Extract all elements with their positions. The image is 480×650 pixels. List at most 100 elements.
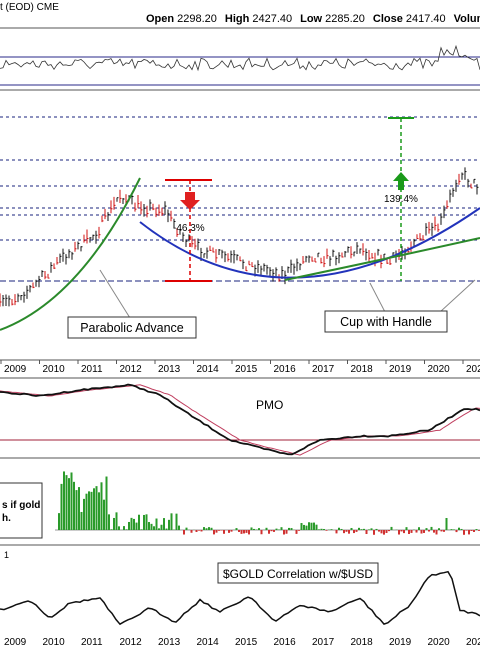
- hist-bar: [228, 530, 230, 533]
- hist-bar: [348, 530, 350, 534]
- hist-bar: [178, 525, 180, 530]
- price-bars: [0, 167, 479, 307]
- hist-bar: [68, 478, 70, 530]
- hist-bar: [355, 530, 358, 532]
- hist-bar: [403, 530, 405, 534]
- hist-bar: [450, 529, 453, 530]
- hist-bar: [135, 522, 138, 530]
- decline-label: -46.3%: [173, 223, 205, 234]
- hist-bar: [470, 530, 473, 531]
- pmo-label: PMO: [256, 398, 283, 412]
- hist-bar: [285, 530, 288, 534]
- hist-bar: [310, 522, 313, 530]
- hist-bar: [198, 530, 200, 531]
- hist-bar: [260, 530, 263, 535]
- hist-bar: [240, 530, 243, 534]
- quote-label: Volume: [454, 13, 480, 25]
- down-arrow: [180, 192, 200, 210]
- hist-bar: [475, 529, 478, 530]
- hist-bar: [390, 526, 393, 530]
- hist-bar: [208, 527, 210, 530]
- hist-bar: [130, 517, 133, 530]
- year-axis: 2009 2010 2011 2012 2013 2014 2015 2016 2017 2018…: [4, 637, 480, 648]
- hist-bar: [338, 527, 340, 530]
- hist-bar: [118, 526, 120, 530]
- hist-bar: [108, 514, 110, 530]
- hist-bar: [103, 499, 105, 530]
- pointer: [439, 279, 476, 313]
- hist-bar: [358, 527, 360, 530]
- hist-bar: [73, 481, 75, 530]
- tick-label: 1: [4, 550, 9, 560]
- quote-value: 2427.40: [252, 13, 292, 25]
- hist-bar: [405, 527, 408, 530]
- hist-bar: [468, 530, 470, 535]
- hist-bar: [170, 513, 173, 530]
- hist-bar: [378, 530, 380, 532]
- hist-bar: [58, 513, 60, 530]
- note-text: h.: [2, 513, 11, 524]
- advance-label: 139.4%: [384, 194, 418, 205]
- hist-bar: [408, 530, 410, 535]
- hist-bar: [388, 530, 390, 532]
- hist-bar: [148, 522, 150, 530]
- hist-bar: [425, 528, 428, 530]
- hist-bar: [253, 528, 255, 530]
- hist-bar: [290, 528, 293, 530]
- hist-bar: [275, 528, 278, 530]
- hist-bar: [430, 526, 433, 530]
- hist-bar: [313, 522, 315, 530]
- hist-bar: [83, 498, 85, 530]
- hist-bar: [93, 488, 95, 530]
- year-label: 2020: [428, 637, 451, 648]
- hist-bar: [305, 525, 308, 530]
- hist-bar: [340, 528, 343, 530]
- symbol: t (EOD) CME: [0, 2, 59, 13]
- label-bg: [250, 396, 282, 413]
- callout-box: [67, 316, 197, 339]
- year-label: 2016: [274, 637, 297, 648]
- hist-bar: [398, 530, 400, 535]
- hist-bar: [163, 518, 165, 530]
- note-text: s if gold: [2, 500, 40, 511]
- callout-text: Parabolic Advance: [80, 321, 184, 335]
- hist-bar: [100, 482, 103, 530]
- hist-bar: [133, 518, 135, 530]
- hist-bar: [418, 527, 420, 530]
- hist-bar: [123, 526, 125, 530]
- hist-bar: [113, 517, 115, 530]
- hist-bar: [60, 483, 63, 530]
- year-label: 2014: [197, 637, 220, 648]
- hist-bar: [145, 514, 148, 530]
- hist-bar: [370, 528, 373, 530]
- hist-bar: [375, 528, 378, 530]
- year-label: 2012: [120, 637, 143, 648]
- rsi-curve: [0, 44, 480, 72]
- year-axis: 2009 2010 2011 2012 2013 2014 2015 2016 2017 2018…: [0, 360, 480, 375]
- callout-box: [324, 310, 448, 333]
- year-label: 2018: [351, 637, 374, 648]
- hist-bar: [218, 530, 220, 531]
- hist-bar: [368, 529, 370, 530]
- hist-bar: [385, 530, 388, 533]
- hist-bar: [248, 530, 250, 535]
- hist-bar: [345, 530, 348, 532]
- hist-bar: [223, 530, 225, 534]
- quote-value: 2417.40: [406, 13, 446, 25]
- quote-value: 2298.20: [177, 13, 217, 25]
- hist-bar: [270, 530, 273, 532]
- hist-bar: [365, 530, 368, 535]
- hist-bar: [320, 528, 323, 530]
- year-label: 2020: [428, 364, 451, 375]
- hist-bar: [203, 527, 205, 530]
- year-label: 2012: [120, 364, 143, 375]
- pmo-curve: [0, 383, 480, 456]
- hist-bar: [183, 530, 185, 535]
- year-label: 2010: [43, 364, 66, 375]
- hist-bar: [175, 513, 178, 530]
- hist-bar: [465, 530, 468, 531]
- year-label: 2011: [81, 637, 103, 648]
- hist-bar: [440, 530, 443, 532]
- hist-bar: [298, 530, 300, 531]
- hist-bar: [185, 527, 188, 530]
